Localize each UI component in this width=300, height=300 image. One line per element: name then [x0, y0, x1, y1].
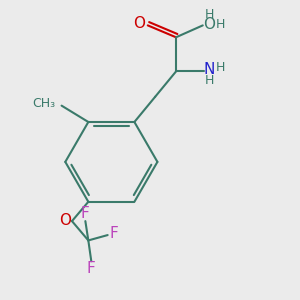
- Text: F: F: [81, 206, 90, 221]
- Text: H: H: [205, 74, 214, 87]
- Text: CH₃: CH₃: [32, 97, 55, 110]
- Text: F: F: [87, 261, 96, 276]
- Text: H: H: [205, 8, 214, 21]
- Text: H: H: [216, 18, 225, 31]
- Text: O: O: [204, 17, 216, 32]
- Text: N: N: [204, 62, 215, 77]
- Text: F: F: [110, 226, 118, 241]
- Text: H: H: [216, 61, 225, 74]
- Text: O: O: [134, 16, 146, 31]
- Text: O: O: [59, 213, 71, 228]
